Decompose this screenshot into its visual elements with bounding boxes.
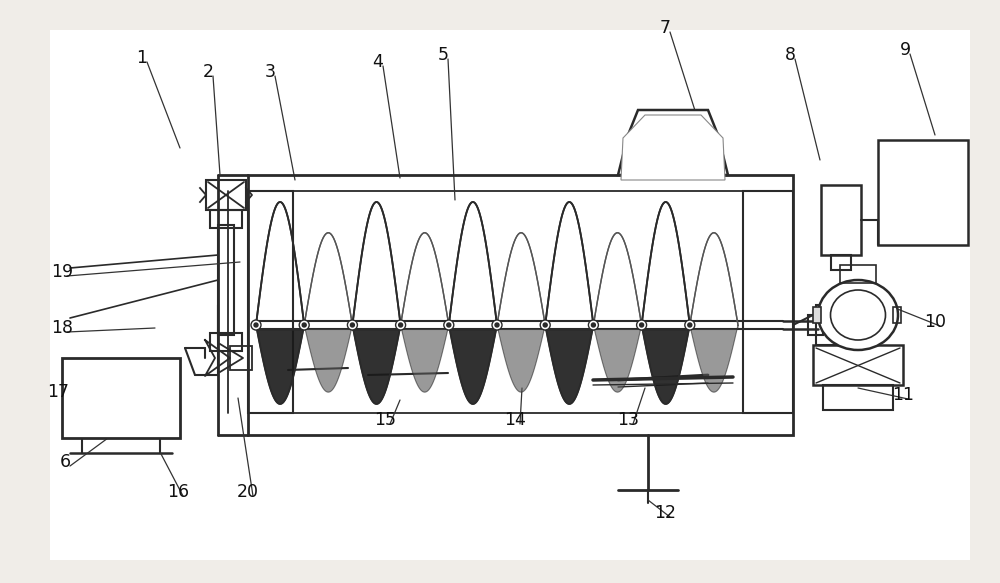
- Text: 18: 18: [51, 319, 73, 337]
- Bar: [230, 346, 252, 370]
- Text: 13: 13: [617, 411, 639, 429]
- Bar: [206, 180, 246, 210]
- Polygon shape: [545, 325, 593, 404]
- Bar: [840, 265, 876, 283]
- Circle shape: [299, 320, 309, 330]
- Bar: [77, 383, 165, 415]
- Text: 12: 12: [654, 504, 676, 522]
- Bar: [248, 191, 293, 413]
- Circle shape: [447, 323, 451, 327]
- Text: 11: 11: [892, 386, 914, 404]
- Text: 4: 4: [373, 53, 383, 71]
- Bar: [813, 345, 903, 385]
- Polygon shape: [690, 325, 738, 392]
- Circle shape: [543, 323, 547, 327]
- Bar: [743, 191, 793, 413]
- Circle shape: [492, 320, 502, 330]
- Text: 3: 3: [264, 63, 276, 81]
- Text: 19: 19: [51, 263, 73, 281]
- Circle shape: [685, 320, 695, 330]
- Circle shape: [444, 320, 454, 330]
- Text: 9: 9: [899, 41, 911, 59]
- Text: 16: 16: [167, 483, 189, 501]
- Bar: [813, 307, 821, 323]
- Circle shape: [396, 320, 406, 330]
- Polygon shape: [642, 325, 690, 404]
- Text: 5: 5: [438, 46, 448, 64]
- Polygon shape: [621, 115, 725, 180]
- Bar: [210, 210, 242, 228]
- Text: 8: 8: [784, 46, 796, 64]
- Circle shape: [254, 323, 258, 327]
- Bar: [878, 140, 968, 245]
- Text: 6: 6: [59, 453, 71, 471]
- Polygon shape: [497, 325, 545, 392]
- Polygon shape: [449, 325, 497, 404]
- Polygon shape: [304, 325, 352, 392]
- Bar: [210, 333, 242, 351]
- Text: 10: 10: [924, 313, 946, 331]
- Text: 14: 14: [504, 411, 526, 429]
- Text: 7: 7: [660, 19, 670, 37]
- Circle shape: [688, 323, 692, 327]
- Bar: [821, 185, 861, 255]
- Bar: [62, 358, 180, 438]
- Circle shape: [540, 320, 550, 330]
- Circle shape: [588, 320, 598, 330]
- Polygon shape: [618, 110, 728, 175]
- Polygon shape: [593, 325, 642, 392]
- Circle shape: [399, 323, 403, 327]
- Polygon shape: [401, 325, 449, 392]
- Bar: [823, 385, 893, 410]
- Text: 2: 2: [202, 63, 214, 81]
- Circle shape: [637, 320, 647, 330]
- Circle shape: [640, 323, 644, 327]
- Text: 17: 17: [47, 383, 69, 401]
- Polygon shape: [352, 325, 401, 404]
- Bar: [816, 305, 836, 345]
- Text: 1: 1: [136, 49, 148, 67]
- Circle shape: [302, 323, 306, 327]
- Circle shape: [350, 323, 354, 327]
- Ellipse shape: [818, 280, 898, 350]
- Ellipse shape: [830, 290, 886, 340]
- Polygon shape: [256, 325, 304, 404]
- Text: 20: 20: [237, 483, 259, 501]
- Bar: [831, 255, 851, 270]
- Bar: [808, 315, 823, 335]
- Circle shape: [347, 320, 357, 330]
- Circle shape: [495, 323, 499, 327]
- Text: 15: 15: [374, 411, 396, 429]
- Bar: [218, 225, 234, 335]
- Bar: [248, 175, 793, 435]
- Circle shape: [591, 323, 595, 327]
- Bar: [893, 307, 901, 323]
- Circle shape: [251, 320, 261, 330]
